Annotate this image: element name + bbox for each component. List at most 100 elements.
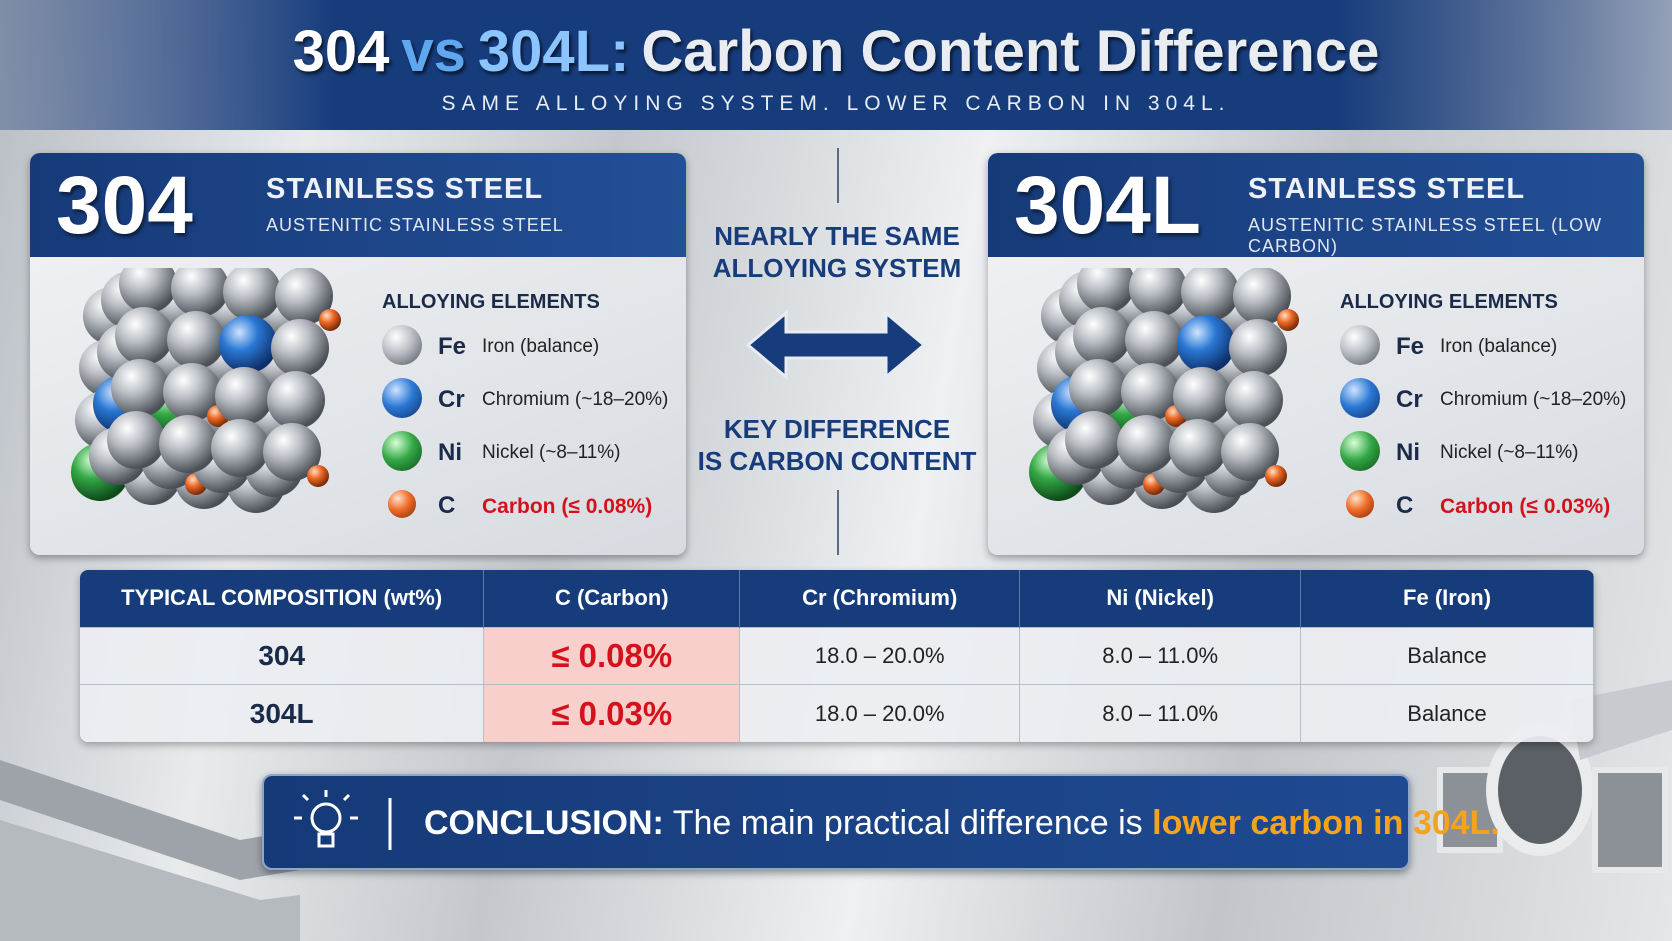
- column-header: Fe (Iron): [1300, 570, 1594, 627]
- header: 304 vs 304L: Carbon Content Difference SAME…: [0, 0, 1672, 130]
- element-label: Nickel (~8–11%): [1440, 442, 1579, 463]
- atom: [119, 268, 177, 313]
- element-symbol: C: [438, 492, 456, 519]
- table-cell: 18.0 – 20.0%: [739, 626, 1021, 685]
- atom: [1173, 367, 1231, 425]
- element-row: C Carbon (≤ 0.03%): [1340, 482, 1640, 526]
- card-subtitle: AUSTENITIC STAINLESS STEEL (LOW CARBON): [1248, 215, 1603, 256]
- atom: [275, 268, 333, 325]
- title: 304 vs 304L: Carbon Content Difference: [0, 18, 1672, 85]
- bulb-icon: [294, 790, 392, 850]
- element-label: Carbon (≤ 0.03%): [1440, 495, 1611, 518]
- title-part: Carbon Content Difference: [641, 19, 1380, 84]
- double-arrow: [746, 310, 926, 380]
- card-header: 304L STAINLESS STEEL AUSTENITIC STAINLESS …: [988, 153, 1644, 257]
- atom: [1125, 311, 1183, 369]
- atom: [115, 307, 173, 365]
- element-row: Fe Iron (balance): [1340, 323, 1640, 367]
- table: TYPICAL COMPOSITION (wt%) C (Carbon) Cr (C…: [80, 570, 1594, 742]
- atom: [319, 309, 341, 331]
- atom: [107, 411, 165, 469]
- table-cell: 304L: [80, 684, 485, 742]
- title-part: 304L:: [477, 19, 630, 84]
- middle-line: NEARLY THE SAME: [714, 221, 960, 251]
- middle-line: ALLOYING SYSTEM: [712, 253, 962, 283]
- column-header: TYPICAL COMPOSITION (wt%): [80, 570, 485, 627]
- atom: [1077, 268, 1135, 313]
- element-dot: [382, 378, 422, 418]
- atom: [263, 423, 321, 481]
- element-symbol: Fe: [438, 333, 467, 360]
- atom: [1169, 419, 1227, 477]
- table-cell: Balance: [1300, 626, 1594, 685]
- middle-line: KEY DIFFERENCE: [723, 414, 951, 444]
- atom: [1069, 359, 1127, 417]
- list-heading: ALLOYING ELEMENTS: [1340, 291, 1558, 313]
- grade: 304L: [1014, 160, 1201, 251]
- element-dot: [1346, 490, 1374, 518]
- middle-bottom: KEY DIFFERENCE IS CARBON CONTENT: [686, 413, 988, 477]
- element-symbol: Cr: [438, 386, 465, 413]
- atom: [1225, 371, 1283, 429]
- grade-card: 304 STAINLESS STEEL AUSTENITIC STAINLESS S…: [30, 153, 686, 555]
- table-cell: Balance: [1300, 684, 1594, 742]
- atom: [1181, 268, 1239, 321]
- atom: [223, 268, 281, 321]
- card-header: 304 STAINLESS STEEL AUSTENITIC STAINLESS S…: [30, 153, 686, 257]
- atom: [1221, 423, 1279, 481]
- atom: [271, 319, 329, 377]
- element-dot: [1340, 378, 1380, 418]
- table-cell: ≤ 0.08%: [483, 626, 741, 685]
- element-label: Carbon (≤ 0.08%): [482, 495, 653, 518]
- element-symbol: Ni: [438, 439, 462, 466]
- element-dot: [1340, 431, 1380, 471]
- atom: [307, 465, 329, 487]
- atom-lattice: [71, 268, 341, 513]
- atom: [167, 311, 225, 369]
- divider: [837, 490, 839, 555]
- column-header: C (Carbon): [483, 570, 741, 627]
- card-subtitle: AUSTENITIC STAINLESS STEEL: [266, 215, 564, 235]
- middle-line: IS CARBON CONTENT: [697, 446, 977, 476]
- element-row: Fe Iron (balance): [382, 323, 682, 367]
- grade-card: 304L STAINLESS STEEL AUSTENITIC STAINLESS …: [988, 153, 1644, 555]
- atom: [211, 419, 269, 477]
- middle-top: NEARLY THE SAME ALLOYING SYSTEM: [686, 220, 988, 284]
- title-part: vs: [401, 19, 466, 84]
- table-row: 304 ≤ 0.08% 18.0 – 20.0% 8.0 – 11.0% Balance: [80, 626, 1594, 685]
- element-row: Ni Nickel (~8–11%): [382, 429, 682, 473]
- element-symbol: Ni: [1396, 439, 1420, 466]
- atom: [267, 371, 325, 429]
- table-cell: 8.0 – 11.0%: [1019, 684, 1302, 742]
- header-row: TYPICAL COMPOSITION (wt%) C (Carbon) Cr (C…: [80, 570, 1594, 627]
- conclusion-text: CONCLUSION: The main practical differenc…: [424, 804, 1500, 843]
- table-cell: ≤ 0.03%: [483, 684, 741, 742]
- composition-table: TYPICAL COMPOSITION (wt%) C (Carbon) Cr (C…: [80, 570, 1594, 742]
- atom: [111, 359, 169, 417]
- atom: [163, 363, 221, 421]
- element-row: Cr Chromium (~18–20%): [1340, 376, 1640, 420]
- atom: [1177, 315, 1235, 373]
- subtitle: SAME ALLOYING SYSTEM. LOWER CARBON IN 30…: [441, 92, 1231, 115]
- atom: [1073, 307, 1131, 365]
- atom: [1121, 363, 1179, 421]
- card-title: STAINLESS STEEL: [1248, 173, 1526, 205]
- table-cell: 8.0 – 11.0%: [1019, 626, 1302, 685]
- conclusion: CONCLUSION: The main practical differenc…: [262, 774, 1500, 870]
- atom: [1065, 411, 1123, 469]
- atom: [1265, 465, 1287, 487]
- card-title: STAINLESS STEEL: [266, 173, 544, 205]
- element-dot: [1340, 325, 1380, 365]
- column-header: Ni (Nickel): [1019, 570, 1302, 627]
- steel-plates: [0, 760, 300, 941]
- element-row: Cr Chromium (~18–20%): [382, 376, 682, 420]
- conclusion-label: CONCLUSION:: [424, 804, 664, 842]
- grade: 304: [56, 160, 193, 251]
- atom: [159, 415, 217, 473]
- table-row: 304L ≤ 0.03% 18.0 – 20.0% 8.0 – 11.0% Balanc…: [80, 684, 1594, 742]
- element-label: Chromium (~18–20%): [1440, 389, 1627, 410]
- element-symbol: Fe: [1396, 333, 1425, 360]
- element-dot: [388, 490, 416, 518]
- table-cell: 18.0 – 20.0%: [739, 684, 1021, 742]
